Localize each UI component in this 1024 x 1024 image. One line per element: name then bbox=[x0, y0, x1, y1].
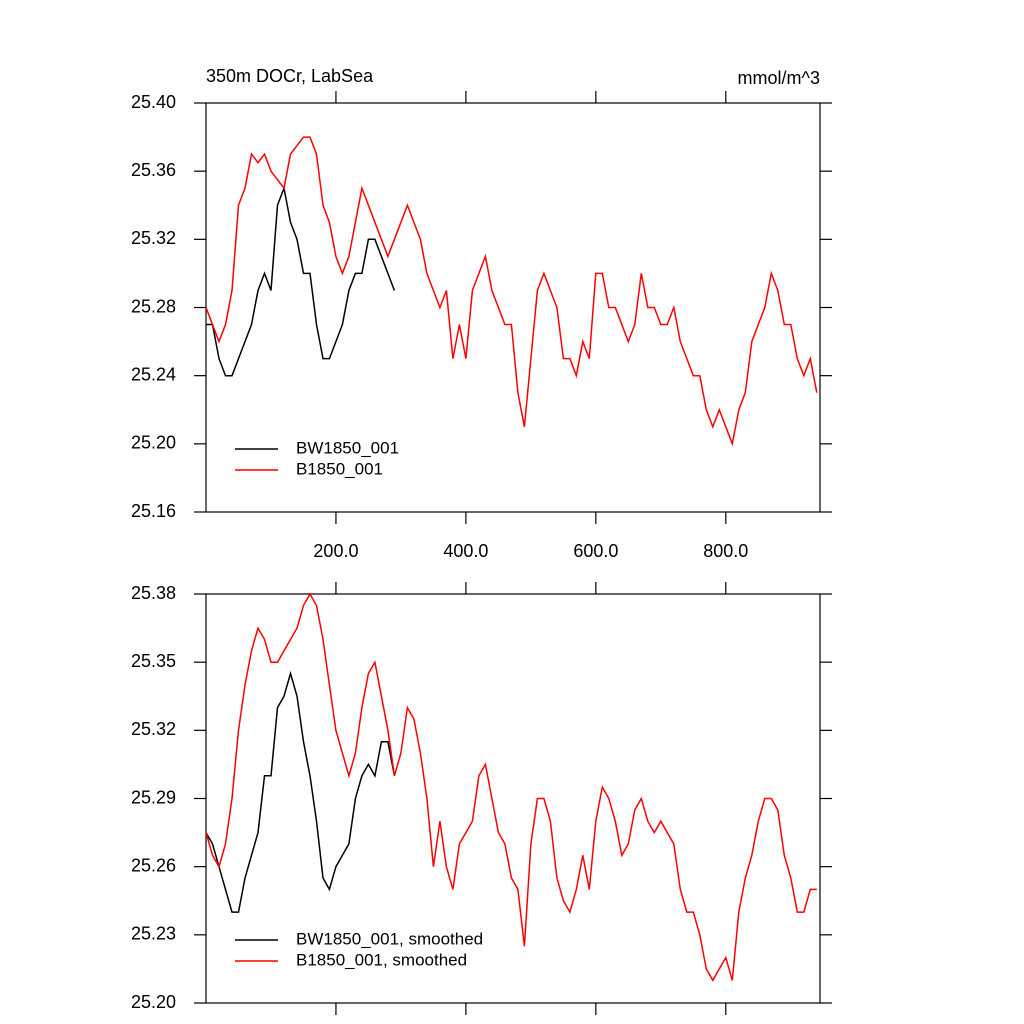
y-tick-label: 25.35 bbox=[131, 651, 176, 671]
y-tick-label: 25.28 bbox=[131, 296, 176, 316]
y-tick-label: 25.32 bbox=[131, 719, 176, 739]
x-tick-label: 200.0 bbox=[313, 541, 358, 561]
series-line bbox=[205, 592, 817, 982]
x-tick-label: 800.0 bbox=[703, 541, 748, 561]
legend-label: BW1850_001, smoothed bbox=[296, 929, 483, 948]
x-tick-label: 400.0 bbox=[443, 541, 488, 561]
legend-label: B1850_001, smoothed bbox=[296, 950, 467, 969]
x-tick-label: 600.0 bbox=[573, 541, 618, 561]
y-tick-label: 25.29 bbox=[131, 787, 176, 807]
y-tick-label: 25.40 bbox=[131, 92, 176, 112]
y-tick-label: 25.24 bbox=[131, 364, 176, 384]
y-tick-label: 25.20 bbox=[131, 992, 176, 1012]
y-tick-label: 25.36 bbox=[131, 160, 176, 180]
legend-label: B1850_001 bbox=[296, 459, 383, 478]
units-label: mmol/m^3 bbox=[738, 68, 820, 88]
y-tick-label: 25.26 bbox=[131, 855, 176, 875]
series-line bbox=[205, 670, 396, 913]
legend-label: BW1850_001 bbox=[296, 438, 399, 457]
series-line bbox=[205, 136, 818, 447]
chart-title: 350m DOCr, LabSea bbox=[206, 66, 374, 86]
y-tick-label: 25.23 bbox=[131, 924, 176, 944]
y-tick-label: 25.38 bbox=[131, 583, 176, 603]
y-tick-label: 25.32 bbox=[131, 228, 176, 248]
y-tick-label: 25.16 bbox=[131, 501, 176, 521]
series-line bbox=[206, 185, 396, 377]
y-tick-label: 25.20 bbox=[131, 433, 176, 453]
